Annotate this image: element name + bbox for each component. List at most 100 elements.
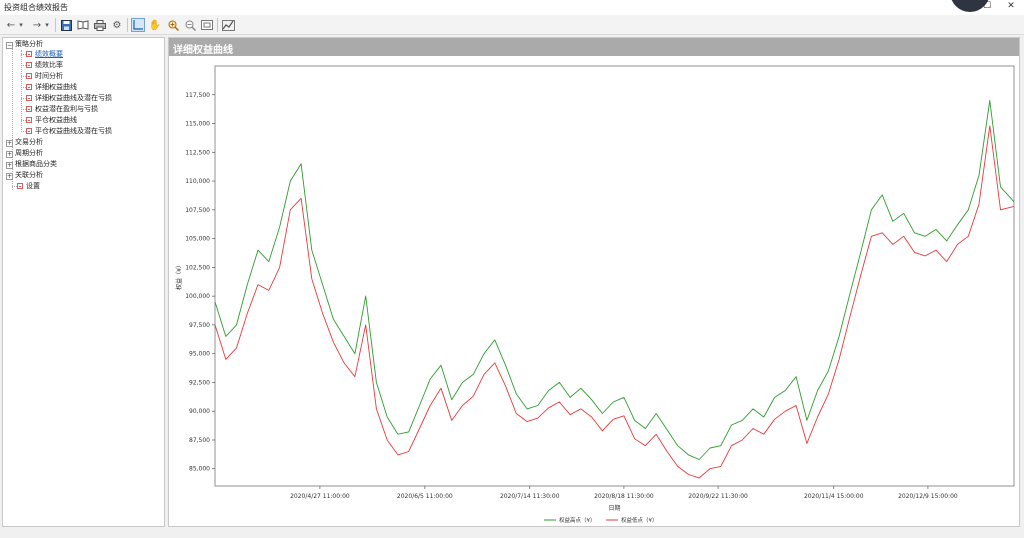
chart-labels: 85,000 87,500 90,000 92,500 95,000 97,500 100,… [175, 92, 958, 512]
save-icon[interactable] [59, 18, 73, 32]
crosshair-icon[interactable] [131, 18, 145, 32]
chart-legend: 权益高点（¥） 权益低点（¥） [544, 516, 658, 524]
tree-node-by-commodity[interactable]: + 根据商品分类 [6, 159, 57, 169]
tree-guide [21, 131, 26, 132]
tree-guide [12, 48, 13, 190]
tree-guide [21, 50, 22, 132]
tree-node-label: 关联分析 [15, 171, 43, 179]
export-icon[interactable] [221, 18, 235, 32]
series-line-1 [214, 100, 1015, 460]
tree-node-correlation[interactable]: + 关联分析 [6, 170, 43, 180]
y-tick-label: 110,000 [185, 178, 210, 185]
y-tick-label: 100,000 [185, 293, 210, 300]
y-tick-label: 105,000 [185, 236, 210, 243]
x-tick-label: 2020/11/4 15:00:00 [804, 493, 864, 500]
toolbar-separator [217, 18, 218, 32]
tree-node-label: 设置 [26, 182, 40, 190]
report-page-icon [26, 84, 32, 90]
report-page-icon [26, 62, 32, 68]
tree-item-settings[interactable]: 设置 [17, 181, 40, 191]
tree-guide [21, 109, 26, 110]
expand-icon[interactable]: + [6, 173, 13, 180]
forward-dropdown-icon[interactable]: ▾ [45, 21, 49, 29]
report-page-icon [26, 95, 32, 101]
y-tick-label: 97,500 [189, 322, 210, 329]
x-tick-label: 2020/9/22 11:30:00 [688, 493, 748, 500]
zoom-out-icon[interactable] [183, 18, 197, 32]
toolbar-separator [127, 18, 128, 32]
legend-label-1: 权益高点（¥） [559, 516, 596, 524]
x-tick-label: 2020/6/5 11:00:00 [397, 493, 453, 500]
tree-node-label: 权益潜在盈利与亏损 [35, 105, 98, 113]
fit-icon[interactable] [200, 18, 214, 32]
y-tick-label: 85,000 [189, 466, 210, 473]
x-tick-label: 2020/12/9 15:00:00 [898, 493, 958, 500]
report-page-icon [26, 117, 32, 123]
chart-axes [212, 65, 1015, 489]
x-axis-label: 日期 [608, 504, 620, 512]
y-tick-label: 117,500 [185, 92, 210, 99]
title-bar: 投资组合绩效报告 ☐ ✕ [0, 0, 1024, 15]
maximize-icon[interactable]: ☐ [982, 1, 992, 11]
series-line-2 [214, 125, 1015, 479]
expand-icon[interactable]: + [6, 151, 13, 158]
close-icon[interactable]: ✕ [1007, 1, 1015, 11]
tree-node-label: 绩效概要 [35, 50, 63, 58]
zoom-in-icon[interactable] [166, 18, 180, 32]
toolbar-separator [55, 18, 56, 32]
y-tick-label: 107,500 [185, 207, 210, 214]
avatar[interactable] [950, 0, 990, 12]
hand-icon[interactable]: ✋ [148, 19, 162, 31]
status-bar [0, 528, 1024, 538]
gear-icon[interactable]: ⚙ [112, 19, 122, 31]
y-axis-label: 权益（¥） [175, 262, 183, 290]
tree-item-close-equity-drawdown[interactable]: 平仓权益曲线及潜在亏损 [26, 126, 112, 136]
tree-item-performance-ratio[interactable]: 绩效比率 [26, 60, 63, 70]
expand-icon[interactable]: + [6, 140, 13, 147]
tree-node-label: 策略分析 [15, 40, 43, 48]
tree-node-trade[interactable]: + 交易分析 [6, 137, 43, 147]
tree-guide [21, 76, 26, 77]
back-icon[interactable]: ← [6, 19, 16, 31]
tree-guide [21, 65, 26, 66]
tree-guide [21, 87, 26, 88]
x-tick-label: 2020/4/27 11:00:00 [290, 493, 350, 500]
expand-icon[interactable]: + [6, 162, 13, 169]
y-tick-label: 115,000 [185, 121, 210, 128]
tree-node-label: 时间分析 [35, 72, 63, 80]
panel-header: 详细权益曲线 [169, 38, 1019, 56]
y-tick-label: 95,000 [189, 351, 210, 358]
tree-node-period[interactable]: + 周期分析 [6, 148, 43, 158]
tree-node-label: 交易分析 [15, 138, 43, 146]
tree-item-detail-equity-curve[interactable]: 详细权益曲线 [26, 82, 77, 92]
tree-guide [21, 120, 26, 121]
report-tree: − 策略分析 绩效概要 绩效比率 时间分析 详细权益曲线 详细权益曲线及潜在亏损 … [2, 37, 165, 527]
report-page-icon [26, 51, 32, 57]
tree-node-label: 平仓权益曲线及潜在亏损 [35, 127, 112, 135]
tree-item-performance-summary[interactable]: 绩效概要 [26, 49, 63, 59]
report-panel: 详细权益曲线 85,000 87,500 90,000 92,500 95,000 97,… [168, 37, 1020, 527]
tree-item-close-equity-curve[interactable]: 平仓权益曲线 [26, 115, 77, 125]
tree-item-detail-equity-drawdown[interactable]: 详细权益曲线及潜在亏损 [26, 93, 112, 103]
report-page-icon [17, 183, 23, 189]
y-tick-label: 112,500 [185, 149, 210, 156]
book-icon[interactable] [76, 18, 90, 32]
x-tick-label: 2020/8/18 11:30:00 [594, 493, 654, 500]
y-tick-label: 87,500 [189, 437, 210, 444]
report-page-icon [26, 128, 32, 134]
tree-item-time-analysis[interactable]: 时间分析 [26, 71, 63, 81]
report-page-icon [26, 73, 32, 79]
equity-chart[interactable]: 85,000 87,500 90,000 92,500 95,000 97,500 100,… [169, 56, 1019, 526]
tree-item-equity-potential[interactable]: 权益潜在盈利与亏损 [26, 104, 98, 114]
y-tick-label: 102,500 [185, 264, 210, 271]
back-dropdown-icon[interactable]: ▾ [19, 21, 23, 29]
print-icon[interactable] [93, 18, 107, 32]
chart-series [214, 100, 1015, 479]
collapse-icon[interactable]: − [6, 42, 13, 49]
tree-guide [21, 98, 26, 99]
forward-icon[interactable]: → [32, 19, 42, 31]
tree-node-label: 详细权益曲线 [35, 83, 77, 91]
tree-node-strategy[interactable]: − 策略分析 [6, 39, 43, 49]
tree-guide [12, 186, 17, 187]
